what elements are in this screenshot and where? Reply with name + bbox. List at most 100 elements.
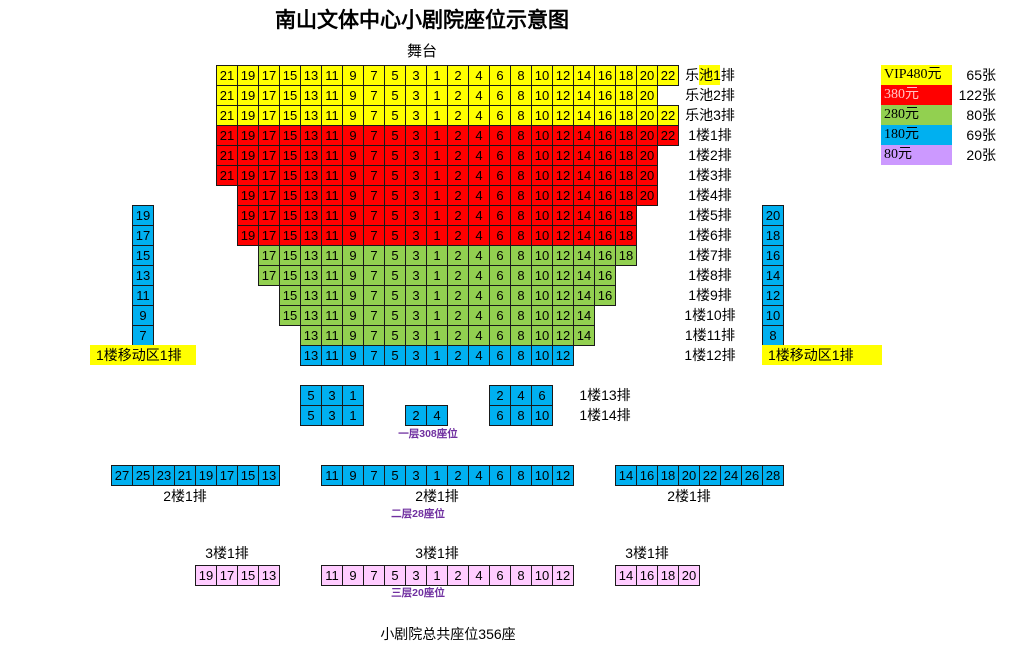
seat: 12 [552,125,574,146]
seat: 11 [132,285,154,306]
row-label: 1楼8排 [688,267,732,283]
seat: 16 [762,245,784,266]
seat: 3 [405,225,427,246]
seat: 24 [720,465,742,486]
legend-count: 69张 [966,127,996,143]
seat: 16 [594,145,616,166]
seat: 15 [279,165,301,186]
seat: 13 [300,85,322,106]
seat: 4 [468,325,490,346]
seat: 2 [447,225,469,246]
seat: 16 [594,165,616,186]
seat: 5 [384,345,406,366]
seat: 14 [573,65,595,86]
seat: 12 [552,205,574,226]
seat: 8 [510,345,532,366]
seat: 17 [258,125,280,146]
seat: 11 [321,565,343,586]
seat: 10 [531,305,553,326]
seat: 9 [342,125,364,146]
mobile-zone-left: 1楼移动区1排 [90,345,196,365]
seat: 1 [426,105,448,126]
seat: 17 [258,145,280,166]
seat: 16 [594,245,616,266]
seat: 14 [573,145,595,166]
seat: 4 [468,465,490,486]
seat: 9 [342,345,364,366]
seat: 3 [405,125,427,146]
seat: 8 [510,165,532,186]
seat: 18 [615,185,637,206]
seat: 3 [405,165,427,186]
seat: 6 [489,85,511,106]
seat: 16 [594,265,616,286]
seat: 12 [552,185,574,206]
seat: 3 [405,105,427,126]
seat: 5 [384,285,406,306]
seat: 8 [510,105,532,126]
seat: 20 [678,465,700,486]
seat: 7 [363,185,385,206]
seat: 13 [258,465,280,486]
seat: 19 [132,205,154,226]
seat: 6 [489,285,511,306]
seat: 7 [363,465,385,486]
seat: 17 [258,245,280,266]
seat: 15 [279,185,301,206]
seat: 10 [531,565,553,586]
seat: 15 [132,245,154,266]
seat: 13 [300,65,322,86]
seat: 3 [405,305,427,326]
seat: 8 [510,145,532,166]
seat: 2 [447,85,469,106]
seat: 19 [237,225,259,246]
seat: 15 [237,565,259,586]
seat: 12 [552,245,574,266]
seat: 13 [300,345,322,366]
seat: 7 [363,345,385,366]
seat: 2 [447,205,469,226]
seat: 3 [405,85,427,106]
seat: 3 [405,465,427,486]
seat: 8 [510,225,532,246]
seat: 12 [552,305,574,326]
seat: 21 [216,125,238,146]
seat: 6 [489,305,511,326]
seat: 13 [300,285,322,306]
legend-count: 20张 [966,147,996,163]
seat: 18 [615,105,637,126]
seat: 16 [594,65,616,86]
seat: 5 [384,225,406,246]
seat: 5 [384,305,406,326]
seat: 13 [132,265,154,286]
seat: 2 [447,305,469,326]
seat: 17 [258,85,280,106]
seat: 12 [552,105,574,126]
seat: 19 [237,185,259,206]
seat: 22 [657,125,679,146]
seat: 10 [531,65,553,86]
seat: 7 [132,325,154,346]
seat: 20 [762,205,784,226]
seat: 11 [321,145,343,166]
seat: 1 [426,125,448,146]
mobile-zone-right: 1楼移动区1排 [762,345,882,365]
seat: 5 [384,265,406,286]
seat: 15 [279,145,301,166]
seat: 14 [573,225,595,246]
seat: 4 [468,165,490,186]
seat: 20 [636,105,658,126]
seat: 4 [468,205,490,226]
seat: 12 [762,285,784,306]
floor-3-summary: 三层20座位 [391,587,445,599]
seat: 1 [426,465,448,486]
seat: 2 [489,385,511,406]
seat: 8 [510,185,532,206]
row-label: 1楼1排 [688,127,732,143]
seat: 4 [468,185,490,206]
seat: 7 [363,125,385,146]
seat: 6 [489,185,511,206]
seat: 2 [405,405,427,426]
seat: 14 [762,265,784,286]
